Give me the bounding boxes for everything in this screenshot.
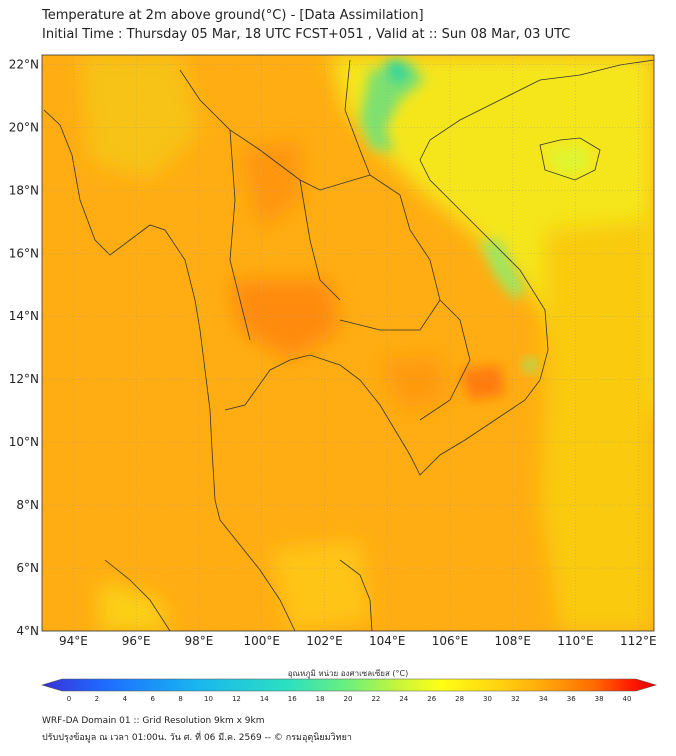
colorbar-tick-label: 20	[344, 695, 353, 703]
map-frame	[41, 54, 655, 632]
title-line-1: Temperature at 2m above ground(°C) - [Da…	[42, 8, 424, 23]
colorbar-tick-label: 12	[232, 695, 241, 703]
lon-tick-label: 112°E	[620, 634, 657, 648]
lat-tick-label: 12°N	[9, 372, 39, 386]
lon-tick-label: 94°E	[59, 634, 88, 648]
colorbar-tick-label: 36	[567, 695, 576, 703]
lat-tick-label: 10°N	[9, 435, 39, 449]
colorbar-tick-label: 0	[67, 695, 71, 703]
lon-tick-label: 110°E	[557, 634, 594, 648]
footer-line-2: ปรับปรุงข้อมูล ณ เวลา 01:00น. วัน ศ. ที่…	[42, 733, 352, 743]
lat-tick-label: 4°N	[16, 624, 39, 638]
longitude-tick-labels: 94°E 96°E 98°E 100°E 102°E 104°E 106°E 108°E 110…	[59, 634, 657, 648]
colorbar-tick-label: 4	[123, 695, 128, 703]
colorbar-tick-label: 30	[483, 695, 492, 703]
colorbar-tick-label: 18	[316, 695, 325, 703]
lon-tick-label: 100°E	[243, 634, 280, 648]
colorbar-tick-label: 16	[288, 695, 297, 703]
colorbar-tick-label: 2	[95, 695, 99, 703]
temperature-field	[42, 55, 654, 631]
colorbar-tick-label: 14	[260, 695, 269, 703]
colorbar-tick-label: 10	[204, 695, 213, 703]
colorbar	[40, 678, 658, 692]
colorbar-tick-label: 34	[539, 695, 548, 703]
coastlines	[43, 59, 654, 631]
colorbar-tick-label: 24	[399, 695, 408, 703]
colorbar-title: อุณหภูมิ หน่วย องศาเซลเซียส (°C)	[288, 669, 409, 679]
lon-tick-label: 108°E	[495, 634, 532, 648]
colorbar-tick-label: 38	[595, 695, 604, 703]
colorbar-tick-label: 28	[455, 695, 464, 703]
lat-tick-label: 8°N	[16, 498, 39, 512]
lat-tick-label: 18°N	[9, 183, 39, 197]
lon-tick-label: 96°E	[122, 634, 151, 648]
latitude-tick-labels: 4°N 6°N 8°N 10°N 12°N 14°N 16°N 18°N 20°N 22°N	[9, 57, 39, 638]
lon-tick-label: 106°E	[432, 634, 469, 648]
colorbar-tick-label: 22	[371, 695, 380, 703]
title-line-2: Initial Time : Thursday 05 Mar, 18 UTC F…	[42, 27, 571, 42]
colorbar-tick-label: 6	[150, 695, 155, 703]
lon-tick-label: 102°E	[306, 634, 343, 648]
colorbar-tick-label: 26	[427, 695, 436, 703]
lat-tick-label: 16°N	[9, 246, 39, 260]
lat-tick-label: 14°N	[9, 309, 39, 323]
colorbar-tick-label: 8	[178, 695, 182, 703]
lat-tick-label: 6°N	[16, 561, 39, 575]
lon-tick-label: 98°E	[184, 634, 213, 648]
colorbar-tick-labels: 0 2 4 6 8 10 12 14 16 18 20 22 24 26 28 30 32 34 36 38 40	[67, 695, 632, 703]
lon-tick-label: 104°E	[369, 634, 406, 648]
colorbar-tick-label: 32	[511, 695, 520, 703]
footer-line-1: WRF-DA Domain 01 :: Grid Resolution 9km …	[42, 716, 265, 726]
lat-tick-label: 22°N	[9, 57, 39, 71]
lat-tick-label: 20°N	[9, 120, 39, 134]
colorbar-tick-label: 40	[623, 695, 632, 703]
